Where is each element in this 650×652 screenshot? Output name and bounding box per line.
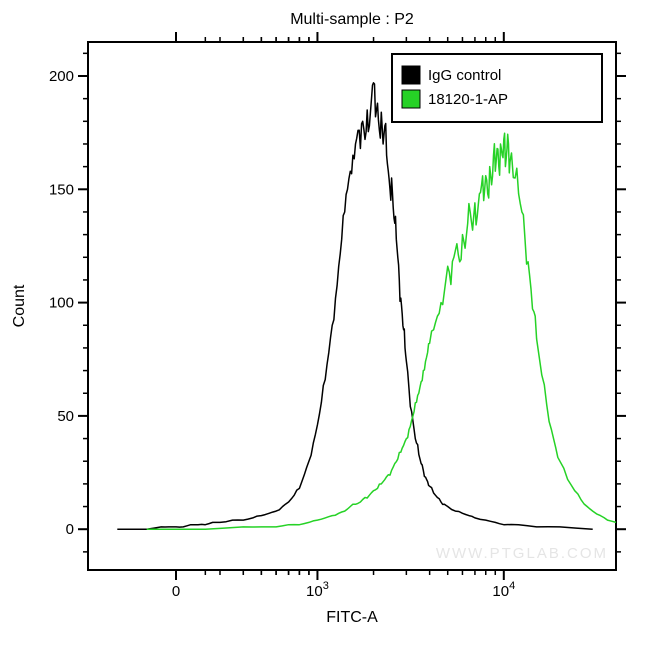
y-axis-label: Count [11,284,28,327]
flow-cytometry-histogram: 0501001502000103104IgG control18120-1-AP… [0,0,650,652]
y-tick-label: 200 [49,68,74,85]
legend-label: 18120-1-AP [428,91,508,108]
y-tick-label: 0 [66,521,74,538]
x-tick-label: 0 [172,583,180,600]
chart-title: Multi-sample : P2 [290,11,414,28]
legend-box [392,54,602,122]
y-tick-label: 100 [49,295,74,312]
y-tick-label: 150 [49,181,74,198]
legend-label: IgG control [428,67,501,84]
watermark: WWW.PTGLAB.COM [436,545,608,562]
x-axis-label: FITC-A [326,609,378,626]
legend-swatch [402,90,420,108]
y-tick-label: 50 [57,408,74,425]
legend-swatch [402,66,420,84]
